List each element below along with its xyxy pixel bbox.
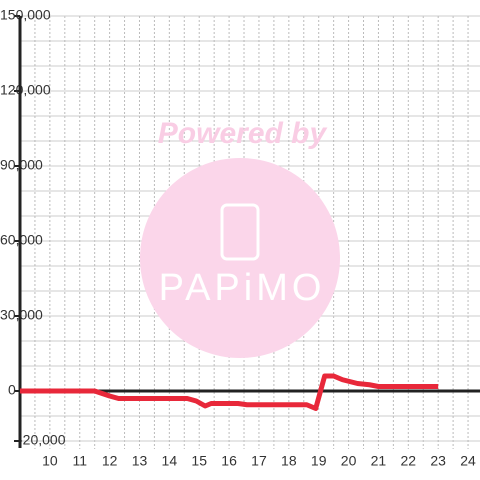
x-tick-label: 16 xyxy=(221,453,237,469)
y-tick-label: 60,000 xyxy=(0,232,43,248)
y-tick-label: 90,000 xyxy=(0,157,43,173)
y-tick-label: 30,000 xyxy=(0,307,43,323)
y-tick-label: 150,000 xyxy=(0,7,51,23)
watermark-phone xyxy=(220,203,260,261)
x-tick-label: 19 xyxy=(311,453,327,469)
y-tick-label: 120,000 xyxy=(0,82,51,98)
x-tick-label: 15 xyxy=(191,453,207,469)
y-tick-label: -20,000 xyxy=(18,432,66,448)
x-tick-label: 10 xyxy=(42,453,58,469)
y-tick-label: 0 xyxy=(8,382,16,398)
watermark-text: Powered by xyxy=(158,117,328,150)
x-tick-label: 14 xyxy=(162,453,178,469)
x-tick-label: 22 xyxy=(401,453,417,469)
x-tick-label: 17 xyxy=(251,453,267,469)
x-tick-label: 13 xyxy=(132,453,148,469)
x-tick-label: 18 xyxy=(281,453,297,469)
x-tick-label: 23 xyxy=(430,453,446,469)
x-tick-label: 12 xyxy=(102,453,118,469)
x-tick-label: 24 xyxy=(460,453,476,469)
x-tick-label: 11 xyxy=(72,453,87,469)
x-tick-label: 20 xyxy=(341,453,357,469)
x-tick-label: 21 xyxy=(371,453,387,469)
data-line xyxy=(20,373,439,411)
watermark-logo: PAPiMO xyxy=(159,267,326,309)
